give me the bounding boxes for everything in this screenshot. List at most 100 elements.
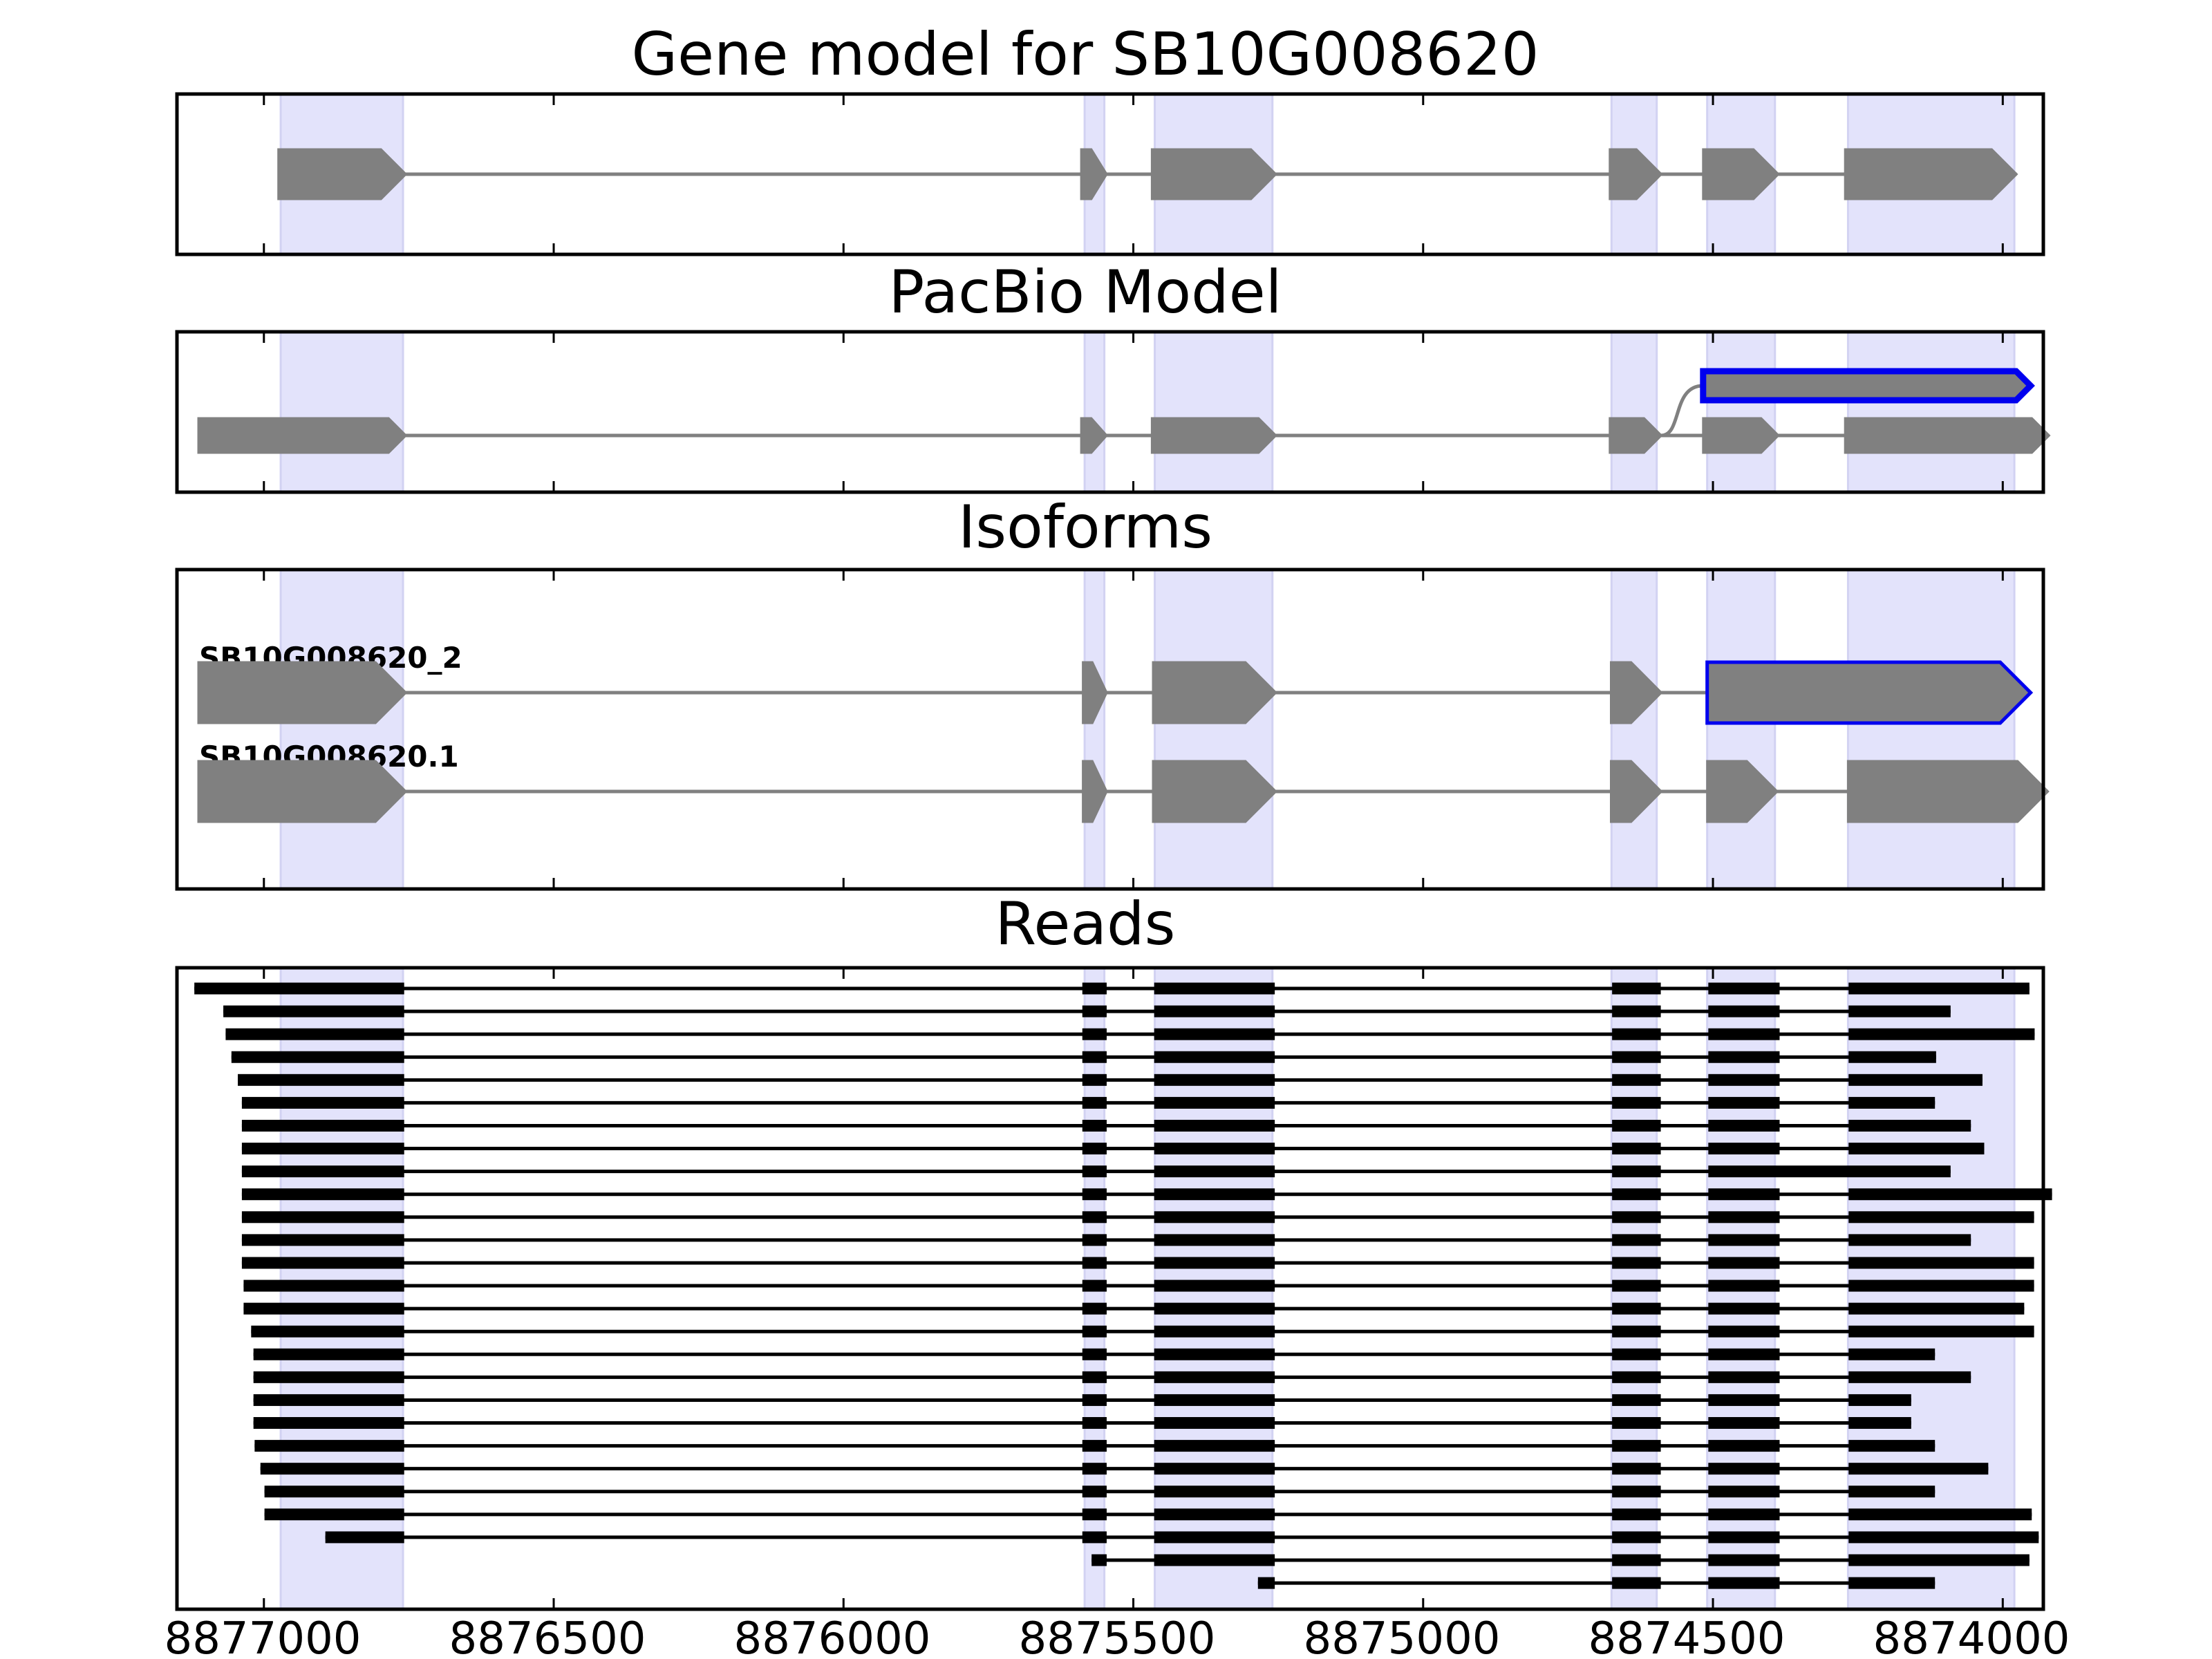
read-block — [1848, 1257, 2034, 1269]
read-block — [1082, 1028, 1107, 1040]
read-block — [1708, 1211, 1780, 1224]
read-block — [1082, 1051, 1107, 1063]
exon — [1152, 760, 1277, 823]
read-block — [1612, 1005, 1661, 1018]
exon-band — [1846, 568, 2016, 890]
read-block — [1708, 1554, 1780, 1566]
read-block — [1612, 1371, 1661, 1383]
exon — [1844, 417, 2051, 454]
exon — [1610, 760, 1663, 823]
read-block — [1708, 1371, 1780, 1383]
read-block — [1848, 1371, 1971, 1383]
read-block — [1848, 1005, 1951, 1018]
panel-content — [194, 982, 2052, 1589]
read-block — [1082, 1143, 1107, 1155]
read-block — [1154, 1325, 1275, 1338]
read-block — [1612, 1119, 1661, 1132]
read-block — [1848, 1577, 1936, 1589]
read-block — [243, 1302, 404, 1315]
read-block — [1848, 1440, 1936, 1452]
read-block — [241, 1211, 404, 1224]
read-block — [1708, 1417, 1780, 1430]
read-block — [1082, 1280, 1107, 1292]
x-axis: 8877000 8876500 8876000 8875500 8875000 … — [164, 1613, 2070, 1659]
read-block — [1082, 1119, 1107, 1132]
exon-band — [1610, 330, 1658, 494]
exon-band — [1610, 568, 1658, 890]
exon — [1844, 148, 2018, 200]
exon — [1150, 417, 1277, 454]
read-block — [1848, 1143, 1985, 1155]
read-block — [1848, 1051, 1936, 1063]
exon — [197, 417, 408, 454]
read-block — [243, 1280, 404, 1292]
read-block — [225, 1028, 404, 1040]
read-block — [1154, 1508, 1275, 1521]
exon-band — [1846, 330, 2016, 494]
read-block — [260, 1463, 404, 1475]
read-block — [1154, 1096, 1275, 1109]
read-block — [1612, 1143, 1661, 1155]
read-block — [1612, 1394, 1661, 1406]
exon — [1702, 417, 1780, 454]
panel-content — [197, 660, 2050, 823]
read-block — [253, 1371, 404, 1383]
read-block — [1708, 1188, 1780, 1201]
read-block — [1848, 1028, 2035, 1040]
read-block — [1612, 1531, 1661, 1544]
exon-band — [1154, 330, 1274, 494]
read-block — [325, 1531, 404, 1544]
read-block — [1848, 1463, 1989, 1475]
read-block — [1612, 1463, 1661, 1475]
read-block — [1708, 1051, 1780, 1063]
exon — [1082, 661, 1108, 724]
read-block — [241, 1234, 404, 1246]
read-block — [1708, 1074, 1780, 1086]
exon — [1702, 148, 1780, 200]
read-block — [1082, 982, 1107, 995]
read-block — [1082, 1531, 1107, 1544]
read-block — [1612, 1325, 1661, 1338]
reads-panel: Reads — [175, 890, 2052, 1611]
read-block — [1257, 1577, 1275, 1589]
read-block — [1612, 1302, 1661, 1315]
read-block — [1612, 982, 1661, 995]
read-block — [1612, 1508, 1661, 1521]
read-block — [1708, 1348, 1780, 1360]
read-block — [1708, 1440, 1780, 1452]
highlighted-exon — [1700, 368, 2035, 404]
read-block — [1848, 1302, 2025, 1315]
read-block — [1082, 1302, 1107, 1315]
exon-band — [279, 330, 404, 494]
read-block — [1708, 1302, 1780, 1315]
read-block — [1154, 1234, 1275, 1246]
exon-band — [1706, 568, 1777, 890]
read-block — [1082, 1394, 1107, 1406]
read-block — [1082, 1005, 1107, 1018]
read-block — [1848, 1485, 1936, 1498]
read-block — [1612, 1440, 1661, 1452]
read-block — [1082, 1417, 1107, 1430]
read-block — [1082, 1440, 1107, 1452]
read-block — [1154, 1485, 1275, 1498]
isoforms-panel: Isoforms SB10G008620_2 SB10G008620.1 — [175, 493, 2050, 891]
read-block — [1082, 1508, 1107, 1521]
read-block — [253, 1417, 404, 1430]
read-block — [1612, 1074, 1661, 1086]
exon — [1082, 760, 1108, 823]
read-block — [1154, 1371, 1275, 1383]
panel-title-reads: Reads — [995, 890, 1176, 959]
exon-bands — [279, 330, 2016, 494]
read-block — [1082, 1348, 1107, 1360]
read-block — [253, 1348, 404, 1360]
read-block — [1082, 1325, 1107, 1338]
read-block — [1154, 1188, 1275, 1201]
exon-band — [1083, 568, 1106, 890]
read-block — [1848, 1531, 2039, 1544]
exon — [1610, 661, 1663, 724]
exon — [1609, 417, 1663, 454]
read-block — [1154, 1463, 1275, 1475]
read-block — [1708, 1005, 1780, 1018]
read-block — [231, 1051, 404, 1063]
panel-title-gene-model: Gene model for SB10G008620 — [632, 20, 1539, 89]
